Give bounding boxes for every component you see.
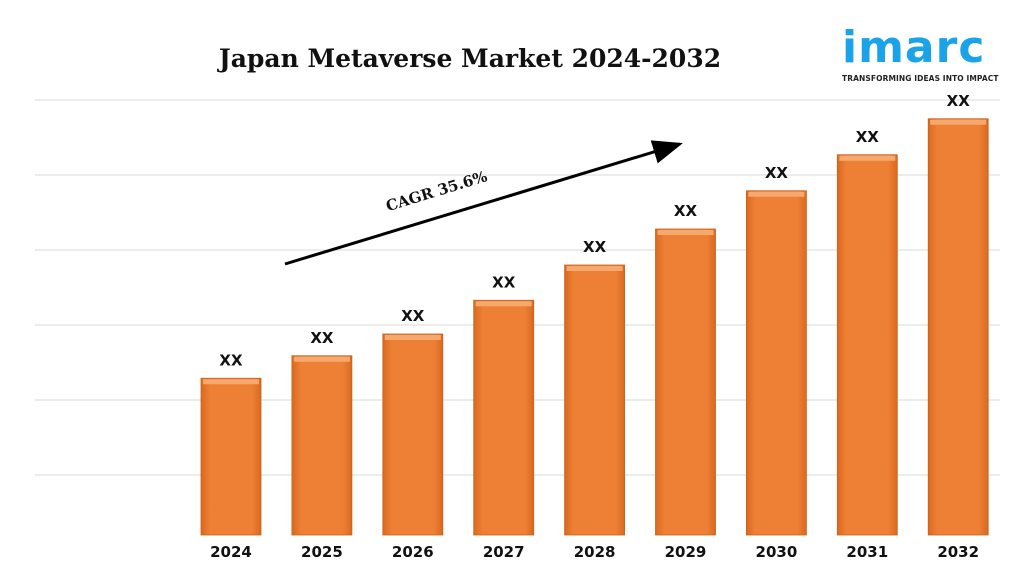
data-label: XX [765, 164, 789, 182]
x-tick-label: 2032 [937, 543, 979, 561]
chart-title: Japan Metaverse Market 2024-2032 [218, 44, 722, 73]
data-label: XX [492, 273, 516, 291]
bar-bevel [748, 191, 805, 197]
bar-2029 [655, 228, 716, 536]
bar-bevel [657, 230, 714, 235]
x-tick-label: 2028 [574, 543, 616, 561]
bar-bevel [566, 266, 623, 271]
x-tick-label: 2024 [210, 543, 252, 561]
data-label: XX [583, 238, 607, 256]
bar-2027 [473, 299, 535, 536]
x-tick-label: 2027 [483, 543, 525, 561]
data-label: XX [310, 329, 334, 347]
data-label: XX [947, 92, 971, 110]
bar-bevel [293, 356, 350, 362]
bar-bevel [839, 155, 896, 161]
bar-2025 [291, 355, 353, 536]
bar-2028 [564, 264, 625, 536]
bar-bevel [203, 379, 259, 385]
x-tick-label: 2030 [756, 543, 798, 561]
bar-bevel [384, 335, 441, 340]
logo-tagline: TRANSFORMING IDEAS INTO IMPACT [842, 74, 999, 83]
x-tick-label: 2031 [846, 543, 888, 561]
imarc-logo: imarc TRANSFORMING IDEAS INTO IMPACT [842, 22, 999, 84]
data-label: XX [401, 307, 425, 325]
bar-bevel [475, 301, 532, 307]
bar-2031 [836, 154, 898, 536]
x-tick-label: 2029 [665, 543, 707, 561]
bar-2032 [927, 118, 989, 536]
x-tick-label: 2025 [301, 543, 343, 561]
bar-bevel [930, 119, 987, 125]
data-label: XX [674, 202, 698, 220]
bar-2024 [200, 377, 262, 536]
bar-2030 [746, 190, 807, 536]
data-label: XX [856, 128, 880, 146]
bar-2026 [382, 333, 444, 536]
data-label: XX [219, 351, 243, 369]
cagr-arrow [284, 140, 683, 266]
logo-word: imarc [842, 22, 986, 73]
x-tick-label: 2026 [392, 543, 434, 561]
